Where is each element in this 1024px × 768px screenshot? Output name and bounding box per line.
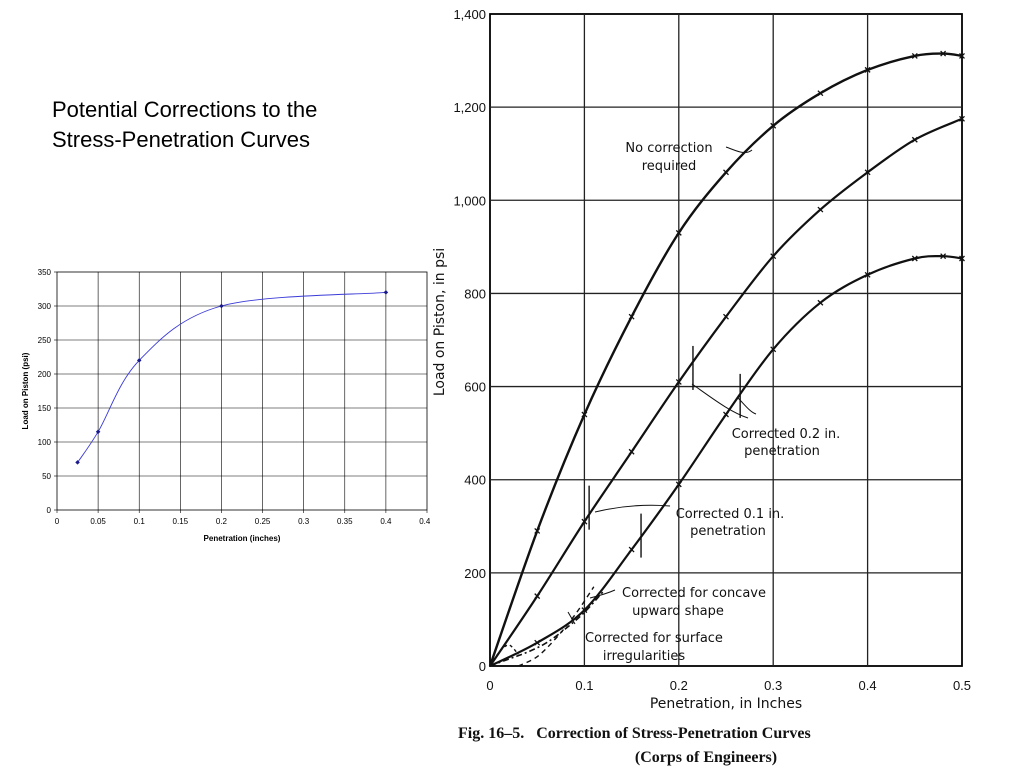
scan-x-tick-label: 0.1 bbox=[575, 678, 593, 693]
scan-curve-point bbox=[581, 518, 588, 525]
excel-y-tick-label: 350 bbox=[38, 268, 52, 277]
scan-curve-point bbox=[675, 229, 682, 236]
scan-x-tick-label: 0 bbox=[486, 678, 493, 693]
excel-x-tick-label: 0.2 bbox=[216, 517, 228, 526]
excel-y-tick-label: 300 bbox=[38, 302, 52, 311]
scan-correction-marks bbox=[588, 345, 741, 558]
scan-curve-point bbox=[675, 378, 682, 385]
scan-curve-point bbox=[770, 122, 777, 129]
scan-x-tick-label: 0.4 bbox=[859, 678, 877, 693]
scan-curve bbox=[489, 644, 519, 667]
figure-caption: Fig. 16–5. Correction of Stress-Penetrat… bbox=[458, 725, 811, 742]
annotation-no-correction: No correction bbox=[625, 141, 712, 156]
excel-y-tick-label: 100 bbox=[38, 438, 52, 447]
figure-caption-source: (Corps of Engineers) bbox=[635, 749, 777, 766]
scan-curve-point bbox=[534, 639, 541, 646]
annotation-concave: Corrected for concave bbox=[622, 586, 766, 601]
scan-curve-point bbox=[723, 313, 729, 320]
scan-curve-point bbox=[817, 90, 824, 97]
excel-y-tick-label: 50 bbox=[42, 472, 51, 481]
scan-curve-point bbox=[911, 255, 918, 262]
annotation-surface-2: irregularities bbox=[603, 649, 686, 664]
scan-curve-point bbox=[959, 52, 965, 59]
scan-curve-point bbox=[864, 271, 871, 278]
scan-y-axis-title: Load on Piston, in psi bbox=[432, 248, 448, 396]
scan-curve-point bbox=[940, 253, 947, 260]
scan-y-tick-label: 600 bbox=[464, 380, 486, 395]
excel-y-tick-label: 250 bbox=[38, 336, 52, 345]
scan-curve-point bbox=[628, 448, 635, 455]
scan-gridlines bbox=[490, 14, 962, 666]
scan-plot-frame bbox=[489, 13, 963, 667]
excel-x-tick-label: 0.05 bbox=[90, 517, 106, 526]
excel-x-axis-title: Penetration (inches) bbox=[204, 534, 281, 543]
excel-y-tick-label: 150 bbox=[38, 404, 52, 413]
scan-x-axis-title: Penetration, in Inches bbox=[650, 696, 802, 712]
scan-curve-point bbox=[581, 411, 588, 418]
excel-x-tick-label: 0.15 bbox=[173, 517, 189, 526]
excel-series-line bbox=[77, 291, 386, 463]
excel-y-axis-title: Load on Piston (psi) bbox=[21, 352, 30, 429]
scan-curve-point bbox=[940, 50, 947, 57]
annotation-concave-2: upward shape bbox=[632, 604, 724, 619]
scan-curve-point bbox=[534, 593, 541, 600]
slide-title: Potential Corrections to the Stress-Pene… bbox=[52, 97, 318, 152]
excel-x-tick-labels: 0 0.05 0.1 0.15 0.2 0.25 0.3 0.35 0.4 0.45 bbox=[55, 517, 430, 526]
scan-x-tick-label: 0.5 bbox=[953, 678, 971, 693]
annotation-no-correction-2: required bbox=[642, 159, 696, 174]
scan-curve-point bbox=[770, 253, 777, 260]
scan-curve-point bbox=[534, 527, 541, 534]
scan-curve-point bbox=[723, 169, 729, 176]
excel-x-tick-label: 0.45 bbox=[419, 517, 430, 526]
scan-curve-point bbox=[911, 52, 918, 59]
scan-x-tick-labels: 0 0.1 0.2 0.3 0.4 0.5 bbox=[486, 678, 971, 693]
scan-y-tick-label: 0 bbox=[479, 659, 486, 674]
annotation-corrected-02: Corrected 0.2 in. bbox=[732, 427, 841, 442]
scan-curve-point bbox=[817, 299, 824, 306]
scan-curve-point bbox=[770, 346, 777, 353]
scan-curve-point bbox=[628, 546, 635, 553]
scan-curve bbox=[489, 590, 604, 667]
excel-chart: 0 0.05 0.1 0.15 0.2 0.25 0.3 0.35 0.4 0.45 0 50 100… bbox=[21, 268, 430, 543]
scan-y-tick-label: 800 bbox=[464, 286, 486, 301]
scan-curve-point bbox=[864, 66, 871, 73]
scan-curve bbox=[517, 586, 595, 667]
excel-gridlines bbox=[54, 271, 428, 513]
excel-x-tick-label: 0.1 bbox=[134, 517, 146, 526]
scan-curve-point bbox=[817, 206, 824, 213]
annotation-surface: Corrected for surface bbox=[585, 631, 723, 646]
scan-curve-point bbox=[581, 607, 588, 614]
scan-curve-point bbox=[675, 481, 682, 488]
scan-leader-lines bbox=[567, 146, 757, 625]
excel-y-tick-label: 200 bbox=[38, 370, 52, 379]
scan-y-tick-label: 1,200 bbox=[453, 100, 486, 115]
scan-curve-point bbox=[911, 136, 918, 143]
excel-x-tick-label: 0.35 bbox=[337, 517, 353, 526]
excel-x-tick-label: 0.25 bbox=[255, 517, 271, 526]
excel-x-tick-label: 0.3 bbox=[298, 517, 310, 526]
scan-curve bbox=[489, 117, 963, 667]
scan-y-tick-label: 200 bbox=[464, 566, 486, 581]
scan-curve-point bbox=[723, 411, 729, 418]
annotation-corrected-02-2: penetration bbox=[744, 444, 820, 459]
scan-y-tick-label: 1,000 bbox=[453, 193, 486, 208]
scan-y-tick-labels: 0 200 400 600 800 1,000 1,200 1,400 bbox=[453, 7, 486, 674]
scan-curves bbox=[488, 50, 965, 667]
excel-y-tick-labels: 0 50 100 150 200 250 300 350 bbox=[38, 268, 52, 515]
scan-curve-point bbox=[959, 115, 965, 122]
annotation-corrected-01: Corrected 0.1 in. bbox=[676, 507, 785, 522]
scan-x-tick-label: 0.2 bbox=[670, 678, 688, 693]
excel-x-tick-label: 0 bbox=[55, 517, 60, 526]
scan-curve-point bbox=[959, 255, 965, 262]
scan-curve-point bbox=[864, 169, 871, 176]
scan-y-tick-label: 1,400 bbox=[453, 7, 486, 22]
scan-y-tick-label: 400 bbox=[464, 473, 486, 488]
scan-x-tick-label: 0.3 bbox=[764, 678, 782, 693]
excel-y-tick-label: 0 bbox=[47, 506, 52, 515]
excel-x-tick-label: 0.4 bbox=[380, 517, 392, 526]
excel-plot-area bbox=[56, 271, 428, 511]
scan-curve-point bbox=[628, 313, 635, 320]
annotation-corrected-01-2: penetration bbox=[690, 524, 766, 539]
